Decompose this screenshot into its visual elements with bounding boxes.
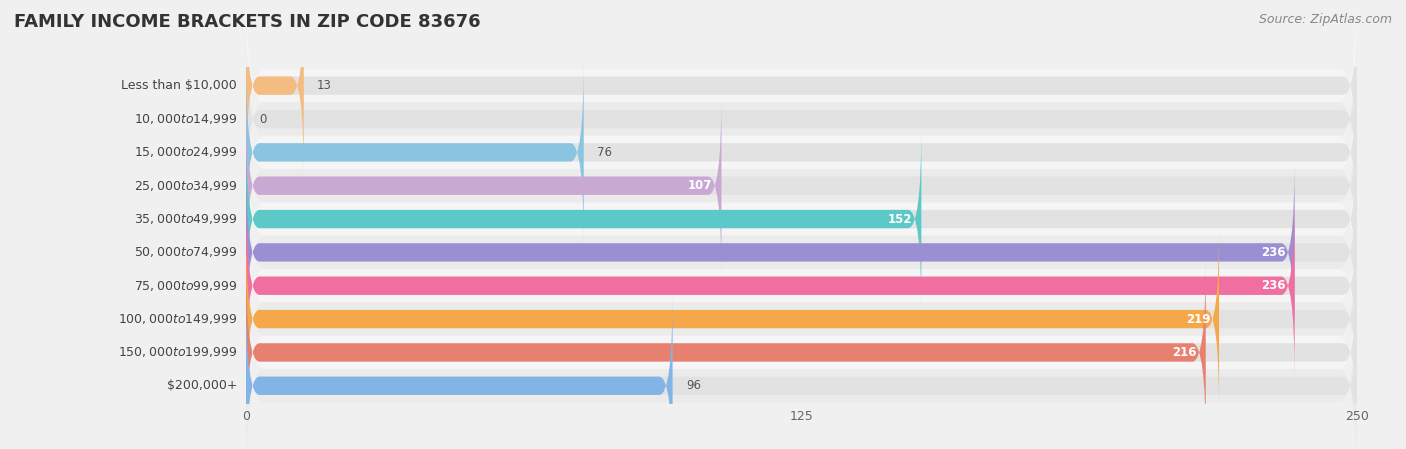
- Text: 219: 219: [1185, 313, 1211, 326]
- FancyBboxPatch shape: [246, 228, 1219, 410]
- Text: Source: ZipAtlas.com: Source: ZipAtlas.com: [1258, 13, 1392, 26]
- Text: FAMILY INCOME BRACKETS IN ZIP CODE 83676: FAMILY INCOME BRACKETS IN ZIP CODE 83676: [14, 13, 481, 31]
- FancyBboxPatch shape: [246, 128, 1357, 310]
- Text: $200,000+: $200,000+: [167, 379, 238, 392]
- FancyBboxPatch shape: [246, 269, 1357, 449]
- Text: Less than $10,000: Less than $10,000: [121, 79, 238, 92]
- Text: 76: 76: [598, 146, 612, 159]
- Text: 236: 236: [1261, 246, 1285, 259]
- Text: $75,000 to $99,999: $75,000 to $99,999: [134, 279, 238, 293]
- FancyBboxPatch shape: [246, 236, 1357, 449]
- FancyBboxPatch shape: [246, 128, 921, 310]
- FancyBboxPatch shape: [246, 195, 1295, 377]
- FancyBboxPatch shape: [246, 202, 1357, 436]
- FancyBboxPatch shape: [246, 0, 1357, 176]
- FancyBboxPatch shape: [246, 69, 1357, 303]
- FancyBboxPatch shape: [246, 35, 1357, 269]
- FancyBboxPatch shape: [246, 295, 1357, 449]
- Text: 96: 96: [686, 379, 702, 392]
- FancyBboxPatch shape: [246, 95, 721, 277]
- FancyBboxPatch shape: [246, 262, 1206, 443]
- Text: 236: 236: [1261, 279, 1285, 292]
- Text: $150,000 to $199,999: $150,000 to $199,999: [118, 345, 238, 359]
- FancyBboxPatch shape: [246, 62, 583, 243]
- FancyBboxPatch shape: [246, 162, 1357, 343]
- FancyBboxPatch shape: [246, 102, 1357, 336]
- Text: $25,000 to $34,999: $25,000 to $34,999: [134, 179, 238, 193]
- Text: $35,000 to $49,999: $35,000 to $49,999: [134, 212, 238, 226]
- Text: 216: 216: [1173, 346, 1197, 359]
- FancyBboxPatch shape: [246, 262, 1357, 443]
- FancyBboxPatch shape: [246, 295, 672, 449]
- Text: $100,000 to $149,999: $100,000 to $149,999: [118, 312, 238, 326]
- Text: $15,000 to $24,999: $15,000 to $24,999: [134, 145, 238, 159]
- FancyBboxPatch shape: [246, 169, 1357, 402]
- FancyBboxPatch shape: [246, 2, 1357, 236]
- FancyBboxPatch shape: [246, 162, 1295, 343]
- FancyBboxPatch shape: [246, 195, 1357, 377]
- Text: 13: 13: [318, 79, 332, 92]
- FancyBboxPatch shape: [246, 28, 1357, 210]
- FancyBboxPatch shape: [246, 62, 1357, 243]
- FancyBboxPatch shape: [246, 95, 1357, 277]
- Text: 107: 107: [688, 179, 713, 192]
- FancyBboxPatch shape: [246, 0, 304, 176]
- Text: 152: 152: [889, 212, 912, 225]
- FancyBboxPatch shape: [246, 0, 1357, 202]
- FancyBboxPatch shape: [246, 228, 1357, 410]
- FancyBboxPatch shape: [246, 136, 1357, 369]
- Text: 0: 0: [259, 113, 267, 126]
- Text: $10,000 to $14,999: $10,000 to $14,999: [134, 112, 238, 126]
- Text: $50,000 to $74,999: $50,000 to $74,999: [134, 246, 238, 260]
